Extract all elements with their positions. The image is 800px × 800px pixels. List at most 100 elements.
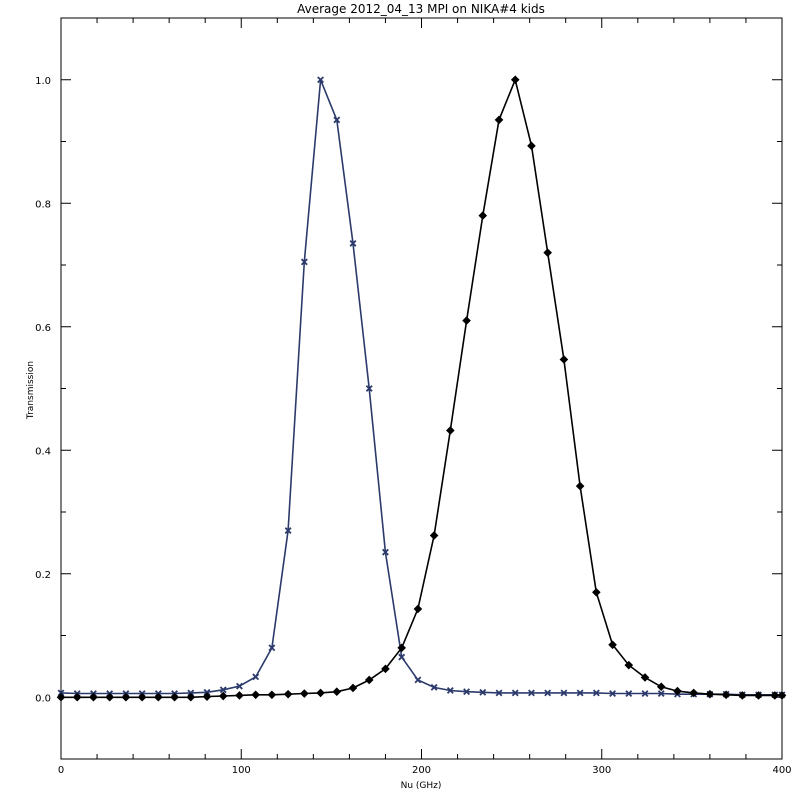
- series-1: [57, 76, 786, 699]
- data-point: [300, 258, 308, 266]
- y-tick-label: 1.0: [35, 76, 51, 87]
- data-point: [429, 531, 439, 540]
- data-point: [413, 604, 423, 614]
- data-point-stroke: [609, 690, 617, 697]
- x-axis-label: Nu (GHz): [401, 781, 442, 791]
- data-point: [317, 76, 324, 84]
- data-point-stroke: [300, 258, 308, 266]
- data-point-stroke: [576, 689, 584, 697]
- data-point: [397, 643, 406, 653]
- data-point: [57, 689, 65, 697]
- data-point: [121, 692, 131, 702]
- data-point: [495, 689, 503, 697]
- data-point: [430, 683, 438, 691]
- data-point-stroke: [414, 676, 422, 684]
- data-point: [170, 692, 179, 702]
- data-point: [608, 640, 617, 650]
- y-tick-label: 0.8: [35, 199, 51, 210]
- data-point: [186, 692, 196, 702]
- data-point: [462, 316, 471, 325]
- data-point: [494, 115, 504, 125]
- data-point-stroke: [252, 673, 260, 681]
- data-point: [656, 682, 666, 692]
- y-tick-label: 0.6: [35, 323, 51, 334]
- data-point-stroke: [528, 689, 535, 697]
- data-point-stroke: [398, 653, 406, 661]
- data-point: [154, 692, 163, 702]
- data-point: [283, 689, 293, 699]
- data-point: [721, 690, 731, 700]
- data-point: [235, 691, 244, 700]
- data-point: [705, 689, 715, 699]
- data-point: [203, 688, 211, 696]
- data-point-stroke: [641, 690, 649, 697]
- data-point-stroke: [495, 689, 503, 697]
- x-tick-label: 400: [772, 765, 791, 776]
- data-point: [560, 689, 568, 697]
- series-layer: [56, 75, 787, 702]
- data-point: [300, 689, 309, 698]
- y-tick-label: 0.4: [35, 446, 51, 457]
- data-point: [624, 660, 634, 670]
- data-point: [365, 385, 373, 392]
- data-point-stroke: [365, 385, 373, 392]
- data-point: [105, 692, 114, 702]
- ticks: 0 100 200 300 400 0.0 0.2 0.4 0.6 0.8 1.0: [35, 17, 792, 776]
- data-point: [479, 688, 487, 696]
- data-point-stroke: [187, 689, 195, 697]
- data-point: [187, 689, 195, 697]
- data-point: [625, 690, 633, 697]
- data-point-stroke: [333, 116, 341, 124]
- data-point: [559, 355, 569, 364]
- data-point: [382, 548, 389, 556]
- x-tick-label: 0: [58, 765, 64, 776]
- data-point: [592, 587, 601, 597]
- plot-frame: [60, 17, 783, 760]
- data-point: [252, 673, 260, 681]
- data-point: [478, 211, 488, 220]
- data-point-stroke: [268, 644, 276, 652]
- data-point: [348, 683, 358, 693]
- data-point: [640, 673, 650, 682]
- data-point-stroke: [203, 688, 211, 696]
- data-point-stroke: [463, 688, 470, 696]
- data-point: [446, 687, 454, 694]
- data-point-stroke: [592, 689, 600, 697]
- data-point: [575, 481, 585, 491]
- data-point-stroke: [57, 689, 65, 697]
- y-tick-label: 0.0: [35, 693, 51, 704]
- data-point: [56, 692, 66, 702]
- data-point-stroke: [317, 76, 324, 84]
- data-point: [511, 689, 519, 697]
- data-point: [544, 689, 552, 697]
- data-point: [657, 690, 665, 697]
- data-point-stroke: [382, 548, 389, 556]
- data-point: [381, 664, 390, 674]
- data-point-stroke: [236, 682, 243, 690]
- data-point: [284, 527, 292, 534]
- data-point-stroke: [284, 527, 292, 534]
- data-point: [332, 687, 342, 696]
- data-point: [777, 691, 787, 700]
- series-line: [61, 77, 782, 699]
- data-point-stroke: [446, 687, 454, 694]
- data-point: [364, 675, 374, 685]
- series-2: [56, 75, 787, 702]
- y-tick-label: 0.2: [35, 570, 51, 581]
- data-point: [219, 686, 227, 694]
- data-point: [754, 691, 763, 700]
- data-point: [267, 690, 277, 700]
- data-point: [398, 653, 406, 661]
- data-point: [543, 248, 552, 257]
- data-point: [641, 690, 649, 697]
- data-point: [463, 688, 470, 696]
- data-point: [268, 644, 276, 652]
- data-point: [576, 689, 584, 697]
- data-point: [236, 682, 243, 690]
- x-tick-label: 100: [232, 765, 251, 776]
- data-point: [137, 692, 147, 702]
- data-point: [446, 426, 455, 435]
- chart-title: Average 2012_04_13 MPI on NIKA#4 kids: [297, 2, 545, 16]
- data-point: [592, 689, 600, 697]
